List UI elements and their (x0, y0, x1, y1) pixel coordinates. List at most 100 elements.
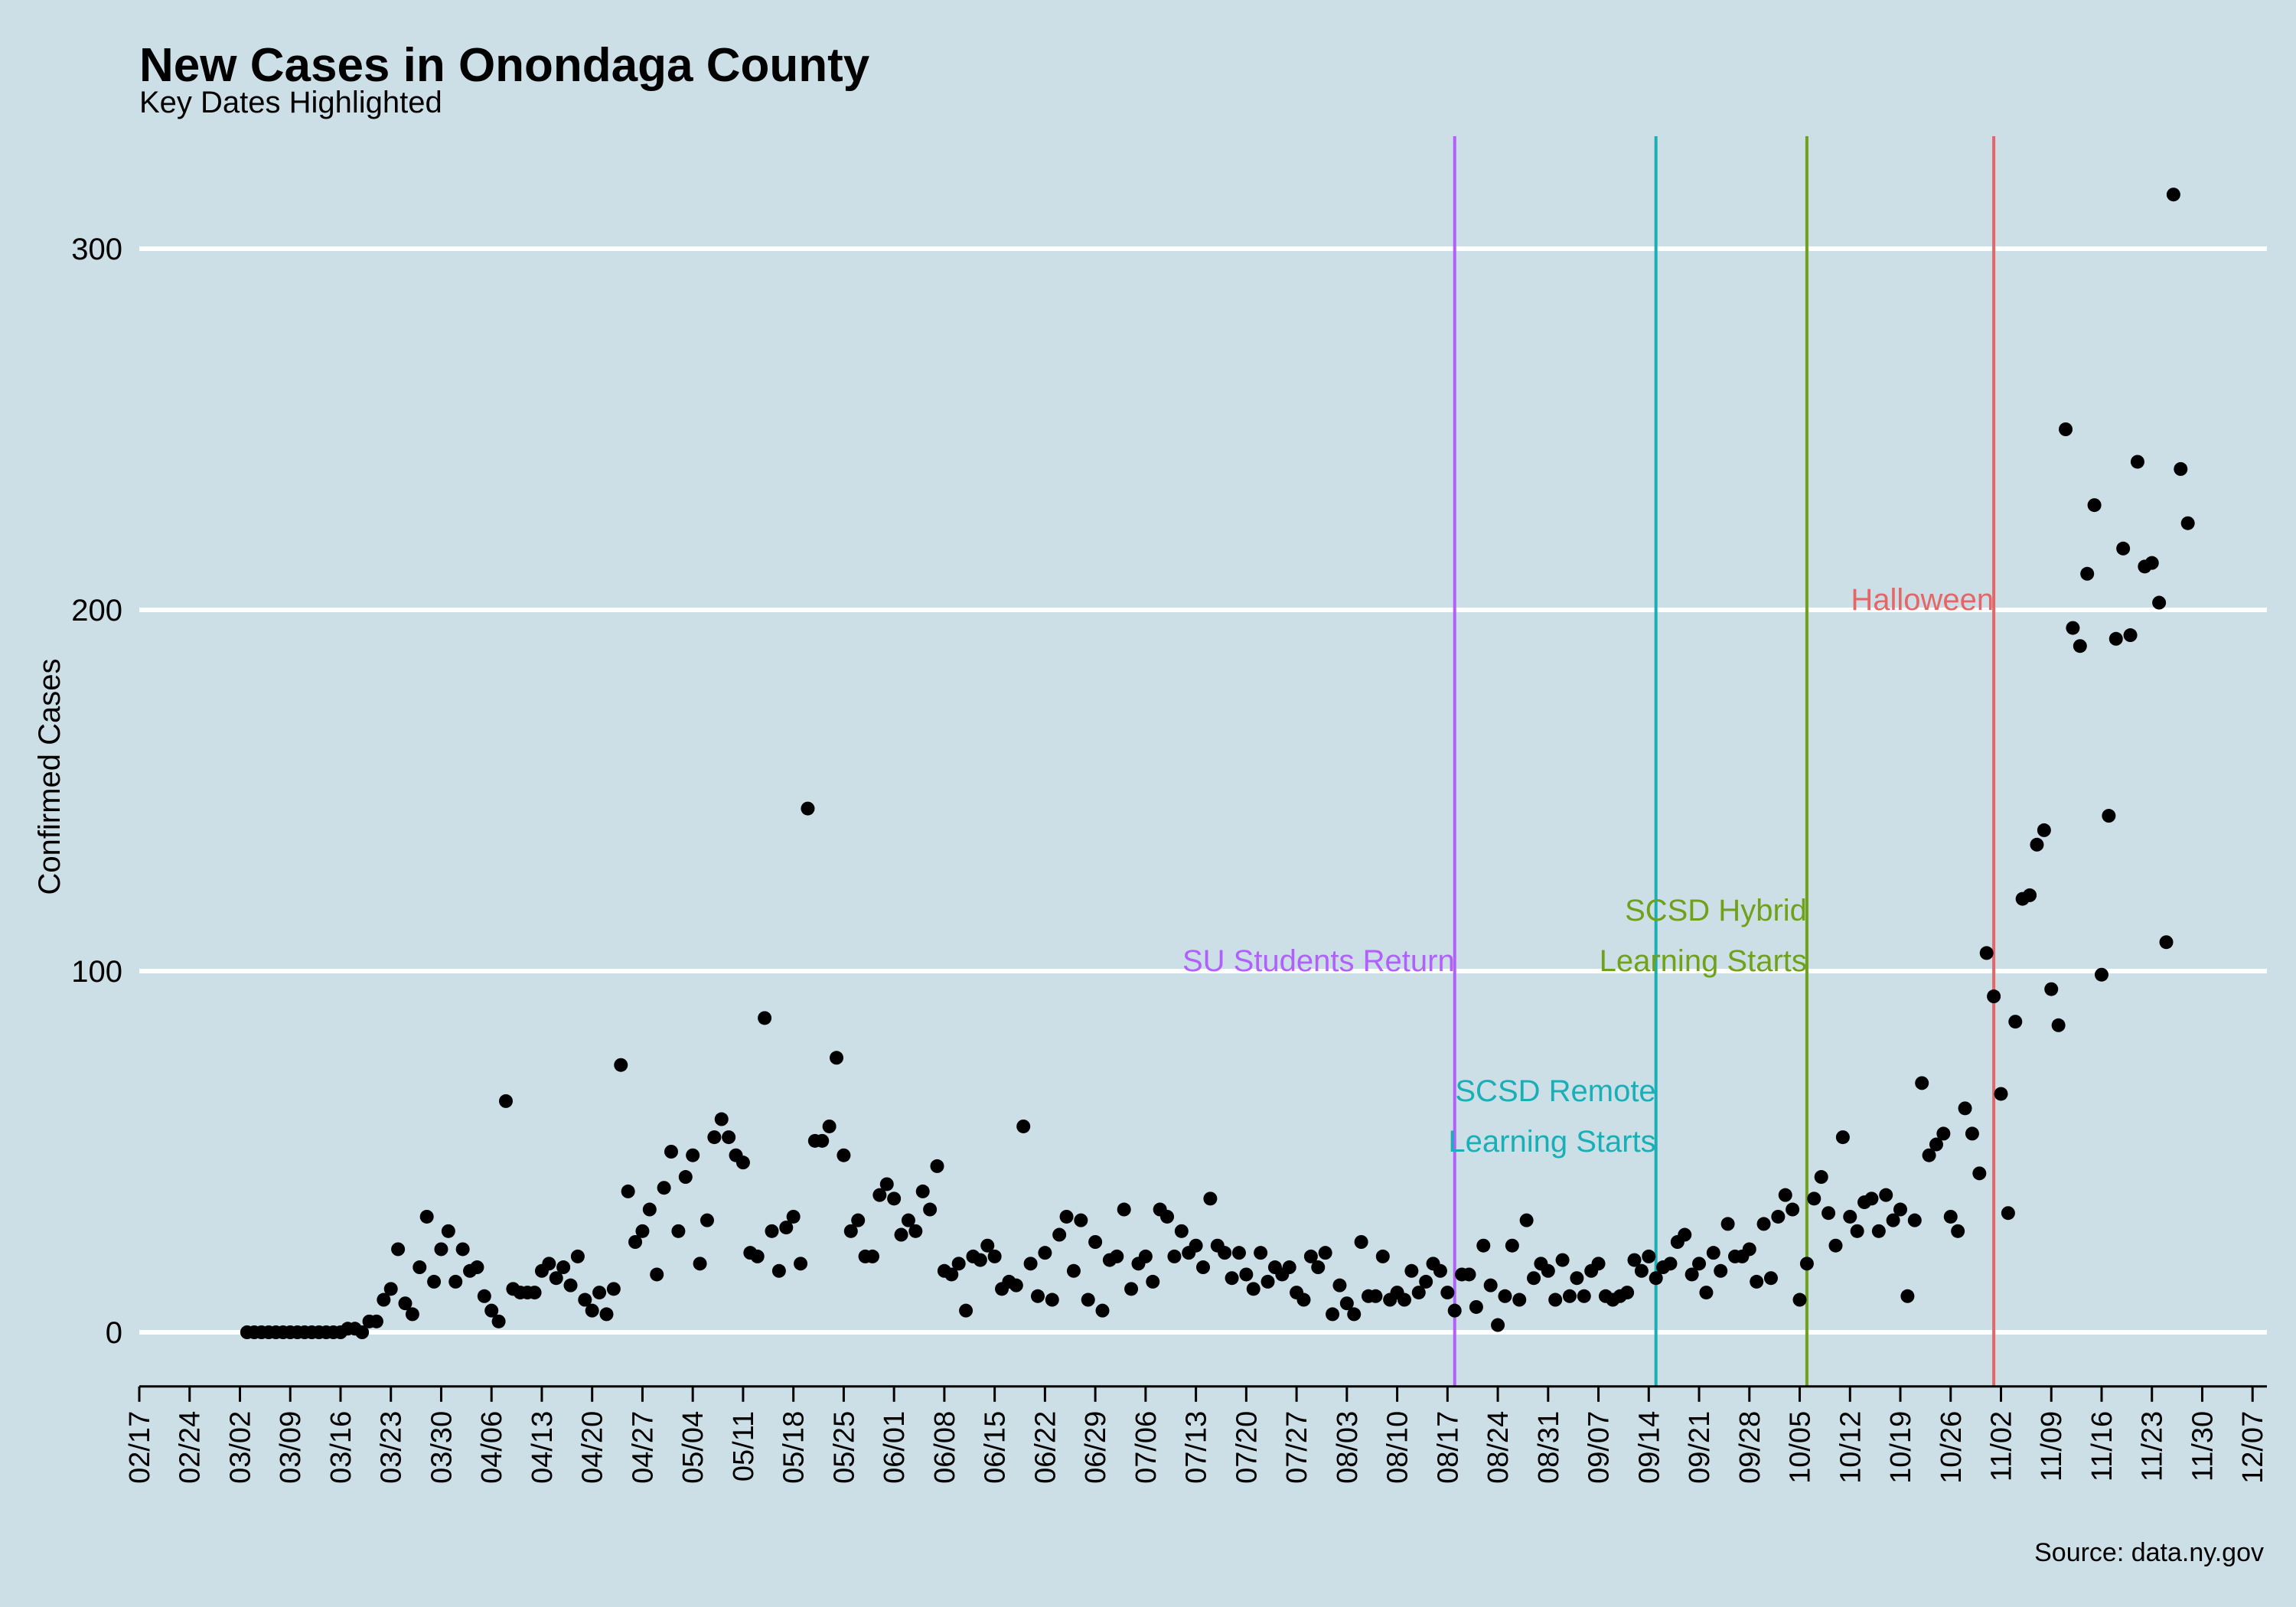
data-point (1750, 1274, 1764, 1289)
data-point (1900, 1289, 1915, 1303)
data-point (1720, 1217, 1735, 1231)
x-tick-label: 02/24 (174, 1411, 207, 1484)
data-point (578, 1292, 592, 1307)
y-axis-label: Confirmed Cases (33, 658, 67, 895)
data-point (599, 1307, 614, 1322)
data-point (2037, 823, 2051, 837)
chart-subtitle: Key Dates Highlighted (139, 86, 442, 119)
data-point (592, 1286, 607, 1300)
data-point (1915, 1076, 1929, 1090)
data-point (2001, 1206, 2015, 1221)
data-point (1771, 1209, 1786, 1224)
data-point (355, 1325, 370, 1339)
data-point (2130, 455, 2144, 469)
data-point (1821, 1206, 1836, 1221)
data-point (2051, 1018, 2066, 1032)
data-point (606, 1282, 621, 1296)
data-point (635, 1224, 650, 1238)
x-tick-label: 09/21 (1684, 1411, 1716, 1484)
data-point (1282, 1260, 1296, 1275)
data-point (1634, 1263, 1649, 1278)
x-tick-label: 08/10 (1382, 1411, 1414, 1484)
data-point (2073, 639, 2087, 654)
data-point (822, 1119, 837, 1133)
data-point (1714, 1263, 1728, 1278)
data-point (987, 1249, 1002, 1263)
data-point (642, 1202, 657, 1217)
data-point (1016, 1119, 1031, 1133)
data-point (1447, 1303, 1462, 1318)
data-point (786, 1209, 801, 1224)
data-point (2023, 888, 2037, 902)
data-point (1972, 1166, 1987, 1181)
data-point (1922, 1148, 1936, 1162)
data-point (441, 1224, 455, 1238)
data-point (1397, 1292, 1411, 1307)
data-point (2094, 967, 2108, 982)
data-point (1642, 1249, 1656, 1263)
data-point (542, 1257, 556, 1271)
data-point (1699, 1286, 1714, 1300)
data-point (369, 1314, 383, 1328)
gridlines (139, 246, 2267, 1335)
data-point (1871, 1224, 1886, 1238)
data-point (2152, 595, 2167, 610)
data-point (1936, 1126, 1951, 1141)
data-point (923, 1202, 938, 1217)
data-point (448, 1274, 463, 1289)
data-point (1527, 1271, 1541, 1286)
x-tick-label: 03/09 (275, 1411, 307, 1484)
data-point (1196, 1260, 1210, 1275)
data-point (1419, 1274, 1433, 1289)
x-tick-label: 11/02 (1986, 1411, 2018, 1482)
data-point (1332, 1278, 1347, 1292)
data-point (1045, 1292, 1059, 1307)
data-point (1225, 1271, 1239, 1286)
data-point (830, 1051, 844, 1065)
data-point (563, 1278, 578, 1292)
data-point (628, 1235, 643, 1249)
x-tick-label: 08/24 (1482, 1411, 1515, 1484)
data-point (1828, 1238, 1843, 1253)
data-point (980, 1238, 995, 1253)
event-label: Learning Starts (1600, 944, 1807, 978)
data-point (2066, 621, 2080, 635)
data-point (686, 1148, 700, 1162)
x-tick-label: 07/13 (1181, 1411, 1213, 1484)
data-point (419, 1209, 434, 1224)
data-point (650, 1267, 664, 1282)
data-point (1570, 1271, 1584, 1286)
x-tick-label: 05/25 (828, 1411, 860, 1484)
data-point (1786, 1202, 1800, 1217)
data-point (865, 1249, 879, 1263)
x-tick-label: 10/19 (1885, 1411, 1917, 1484)
data-point (2123, 628, 2138, 643)
x-tick-label: 04/20 (577, 1411, 609, 1484)
data-point (959, 1303, 974, 1318)
x-tick-label: 09/07 (1583, 1411, 1616, 1484)
y-tick-label: 0 (106, 1316, 122, 1350)
x-tick-label: 04/06 (476, 1411, 508, 1484)
data-point (1088, 1235, 1103, 1249)
data-point (1994, 1087, 2008, 1101)
data-point (1562, 1289, 1577, 1303)
x-tick-label: 07/27 (1281, 1411, 1313, 1484)
data-point (1907, 1213, 1922, 1227)
data-point (377, 1292, 391, 1307)
data-point (1483, 1278, 1498, 1292)
data-point (1929, 1137, 1943, 1152)
data-point (477, 1289, 491, 1303)
data-point (1886, 1213, 1900, 1227)
data-point (2087, 498, 2102, 513)
data-point (1239, 1267, 1254, 1282)
data-point (2180, 516, 2195, 530)
data-point (1030, 1289, 1045, 1303)
x-tick-label: 08/03 (1332, 1411, 1364, 1484)
data-point (700, 1213, 714, 1227)
data-point (1756, 1217, 1771, 1231)
event-label: SU Students Return (1182, 944, 1455, 978)
data-point (1979, 946, 1994, 960)
x-tick-label: 03/16 (325, 1411, 357, 1484)
data-point (1799, 1257, 1814, 1271)
data-point (1311, 1260, 1326, 1275)
